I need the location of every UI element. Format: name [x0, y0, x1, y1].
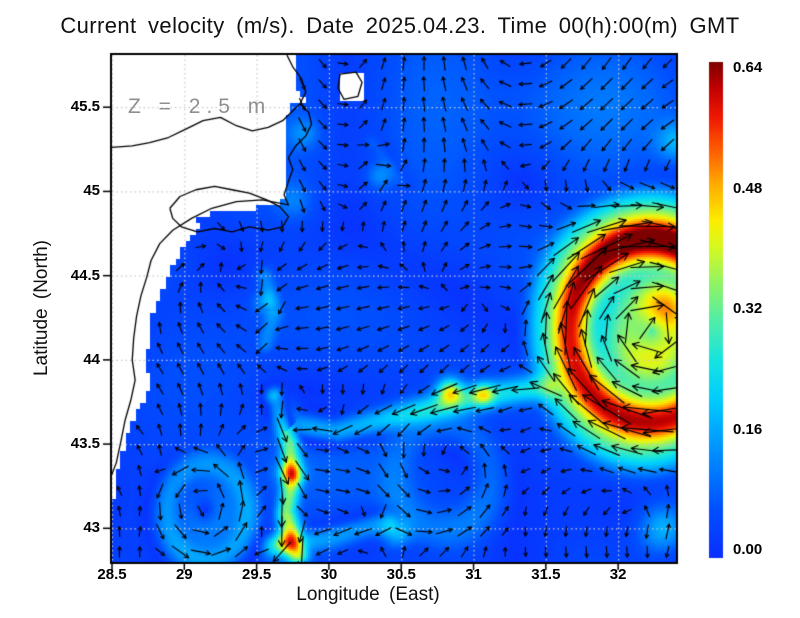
colorbar-tick-label: 0.64 — [733, 59, 763, 76]
x-tick-label: 30.5 — [386, 566, 416, 583]
x-tick-label: 29 — [175, 566, 193, 583]
y-tick-label: 45.5 — [70, 98, 100, 116]
colorbar-tick-label: 0.16 — [733, 420, 763, 438]
y-tick-label: 43.5 — [70, 435, 100, 453]
y-tick-label: 43 — [83, 519, 100, 537]
y-tick-label: 44 — [83, 350, 100, 368]
colorbar-tick-label: 0.48 — [733, 179, 763, 197]
x-tick-label: 31 — [465, 566, 482, 583]
x-axis-label: Longitude (East) — [296, 584, 440, 605]
x-tick-label: 32 — [609, 566, 627, 583]
x-tick-label: 30 — [320, 566, 338, 583]
x-tick-label: 28.5 — [97, 566, 127, 583]
chart-title: Current velocity (m/s). Date 2025.04.23.… — [60, 13, 740, 38]
y-tick-label: 44.5 — [70, 266, 100, 284]
colorbar-tick-label: 0.00 — [733, 541, 763, 558]
colorbar-tick-label: 0.32 — [733, 300, 763, 317]
y-tick-label: 45 — [83, 182, 100, 200]
x-tick-label: 29.5 — [242, 566, 272, 583]
depth-annotation: Z = 2.5 m — [128, 95, 272, 118]
x-tick-label: 31.5 — [531, 566, 561, 583]
